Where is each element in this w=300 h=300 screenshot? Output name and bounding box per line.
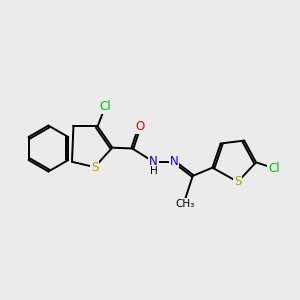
Text: O: O: [135, 120, 144, 133]
Text: Cl: Cl: [99, 100, 111, 113]
Text: S: S: [91, 160, 98, 174]
Text: S: S: [234, 175, 242, 188]
Text: Cl: Cl: [268, 162, 280, 175]
Text: N: N: [170, 155, 178, 168]
Text: N: N: [149, 155, 158, 168]
Text: CH₃: CH₃: [176, 199, 195, 209]
Text: H: H: [150, 166, 158, 176]
